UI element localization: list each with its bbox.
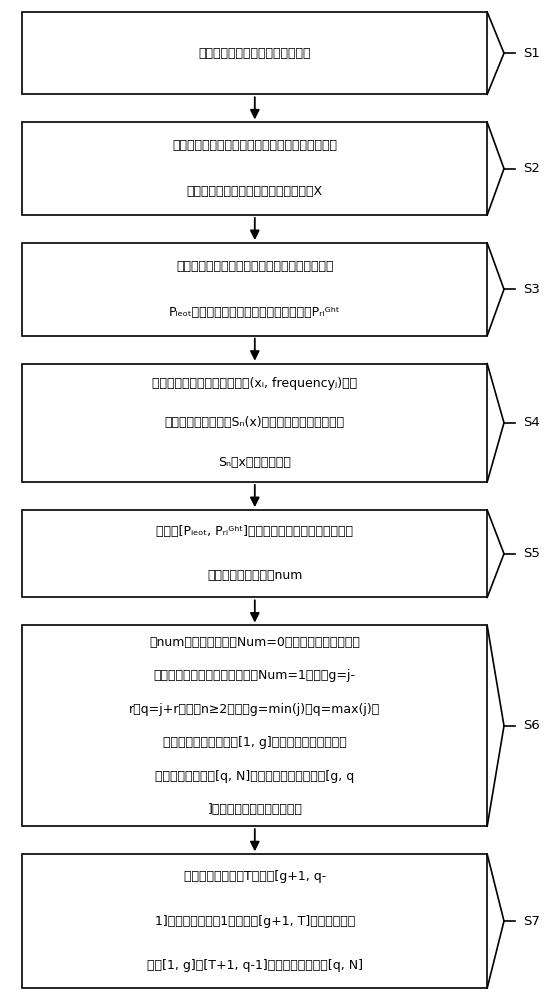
Text: S1: S1 (524, 47, 540, 60)
Bar (22, 625, 487, 826)
Text: 类于[1, g]，[T+1, q-1]内的直方图归类于[q, N]: 类于[1, g]，[T+1, q-1]内的直方图归类于[q, N] (147, 959, 363, 972)
Bar (22, 243, 487, 336)
Text: S4: S4 (524, 416, 540, 429)
Text: 计算阴影检测阈值T，并在[g+1, q-: 计算阴影检测阈值T，并在[g+1, q- (184, 870, 326, 883)
Text: S6: S6 (524, 719, 540, 732)
Text: S2: S2 (524, 162, 540, 175)
Text: S7: S7 (524, 915, 540, 928)
Text: ]内灰度级确定为待分配区域: ]内灰度级确定为待分配区域 (207, 803, 302, 816)
Bar (22, 854, 487, 988)
Text: 类数据点的个数记为num: 类数据点的个数记为num (207, 569, 302, 582)
Text: 度矩阵的一维直方图确定带聚类数据集X: 度矩阵的一维直方图确定带聚类数据集X (186, 185, 323, 198)
Text: 壤图像的内灰度级[q, N]点归类于非阴影域，将[g, q: 壤图像的内灰度级[q, N]点归类于非阴影域，将[g, q (155, 770, 354, 783)
Text: S3: S3 (524, 283, 540, 296)
Text: Sₙ（x）的一阶导数: Sₙ（x）的一阶导数 (218, 456, 291, 469)
Text: r，q=j+r；如果n≥2，则令g=min(j)，q=max(j)；: r，q=j+r；如果n≥2，则令g=min(j)，q=max(j)； (129, 703, 380, 716)
Text: 计算土壤图像的每个像素的亮度值: 计算土壤图像的每个像素的亮度值 (199, 47, 311, 60)
Text: 计算灰度矩阵的离散二维点集(xᵢ, frequencyⱼ)直方: 计算灰度矩阵的离散二维点集(xᵢ, frequencyⱼ)直方 (152, 377, 357, 390)
Text: Pₗₑₒₜ以及土壤图像非阴影区域的聚类中心Pᵣᵢᴳʰᵗ: Pₗₑₒₜ以及土壤图像非阴影区域的聚类中心Pᵣᵢᴳʰᵗ (169, 306, 340, 319)
Bar (22, 510, 487, 597)
Text: 将土壤图像的内灰度级[1, g]点归类于阴影域，将土: 将土壤图像的内灰度级[1, g]点归类于阴影域，将土 (163, 736, 347, 749)
Bar (22, 122, 487, 215)
Text: 的全域为阴影或者非阴影；如果Num=1，则令g=j-: 的全域为阴影或者非阴影；如果Num=1，则令g=j- (154, 669, 356, 682)
Text: 统计土壤图像的亮度矩阵的一维直方图，并根据亮: 统计土壤图像的亮度矩阵的一维直方图，并根据亮 (172, 139, 337, 152)
Text: 1]范围内按步长为1搜索，将[g+1, T]内的直方图归: 1]范围内按步长为1搜索，将[g+1, T]内的直方图归 (155, 915, 355, 928)
Text: 在区间[Pₗₑₒₜ, Pᵣᵢᴳʰᵗ]中内搜索聚类数据点，搜索到聚: 在区间[Pₗₑₒₜ, Pᵣᵢᴳʰᵗ]中内搜索聚类数据点，搜索到聚 (156, 525, 353, 538)
Text: S5: S5 (524, 547, 540, 560)
Text: 依据聚类数据集确定土壤图像阴影区域聚类中心: 依据聚类数据集确定土壤图像阴影区域聚类中心 (176, 260, 334, 273)
Bar (22, 12, 487, 94)
Text: 图的傅里叶级数逼近Sₙ(x)，并求取傅里叶级数逼近: 图的傅里叶级数逼近Sₙ(x)，并求取傅里叶级数逼近 (165, 416, 345, 429)
Text: 对num进行判断，如果Num=0，则判定当前土壤图像: 对num进行判断，如果Num=0，则判定当前土壤图像 (150, 636, 360, 649)
Bar (22, 364, 487, 482)
